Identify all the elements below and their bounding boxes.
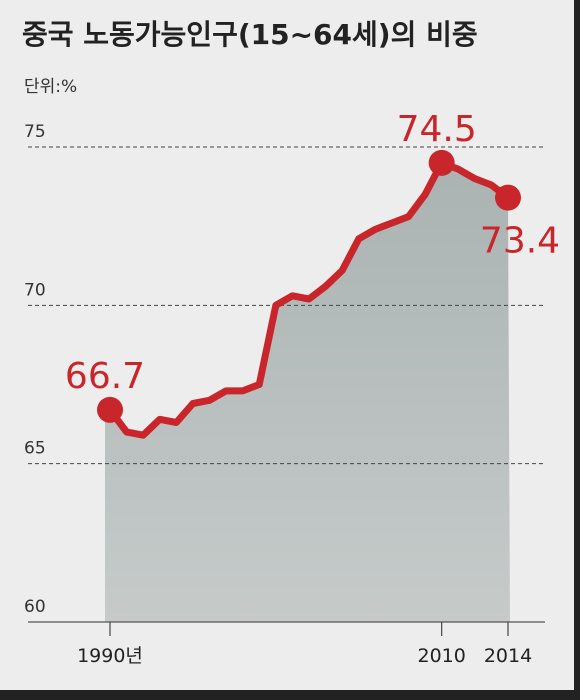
value-label: 73.4	[480, 221, 560, 262]
x-tick-label: 1990년	[77, 645, 143, 667]
area	[105, 162, 510, 623]
value-label: 66.7	[65, 356, 145, 397]
point	[495, 184, 521, 211]
x-tick-label: 2010	[417, 645, 465, 667]
value-label: 74.5	[397, 109, 477, 150]
unit-label: 단위:%	[24, 77, 77, 97]
y-tick-label: 60	[24, 597, 46, 617]
border-right	[574, 0, 580, 700]
border-bottom	[0, 690, 580, 700]
y-tick-label: 75	[24, 122, 46, 142]
y-tick-label: 70	[24, 280, 46, 300]
point	[97, 396, 123, 423]
chart-title: 중국 노동가능인구(15~64세)의 비중	[22, 18, 478, 51]
point	[428, 149, 455, 176]
x-tick-label: 2014	[484, 645, 532, 667]
y-tick-label: 65	[24, 439, 46, 459]
